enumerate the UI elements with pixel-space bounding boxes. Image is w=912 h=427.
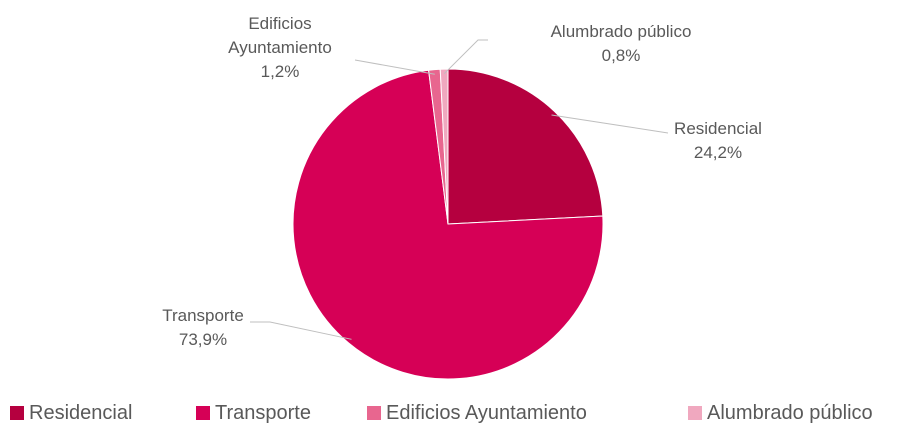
legend-label: Edificios Ayuntamiento [386,402,587,424]
leader-line [443,39,488,75]
leader-line [250,321,352,340]
legend-label: Transporte [215,402,311,424]
leader-line [551,114,669,134]
legend-item: Transporte [196,400,311,426]
legend-swatch [367,406,381,420]
pie-slice [439,68,449,225]
legend-item: Alumbrado público [688,400,873,426]
legend-item: Edificios Ayuntamiento [367,400,587,426]
data-label: Residencial 24,2% [648,117,788,165]
data-label: Edificios Ayuntamiento 1,2% [210,12,350,84]
pie-slice [292,69,604,380]
data-label-value: 73,9% [178,330,228,349]
legend-swatch [196,406,210,420]
data-label-value: 0,8% [601,46,641,65]
data-label-name: Edificios Ayuntamiento [228,14,332,57]
data-label-name: Transporte [162,306,244,325]
legend-label: Alumbrado público [707,402,873,424]
data-label-name: Alumbrado público [550,22,692,41]
legend-swatch [10,406,24,420]
legend-item: Residencial [10,400,132,426]
legend-swatch [688,406,702,420]
data-label: Alumbrado público 0,8% [521,20,721,68]
pie-slice [447,68,604,225]
legend-label: Residencial [29,402,133,424]
data-label-value: 24,2% [693,143,743,162]
leader-line [354,59,435,75]
data-label-name: Residencial [674,119,762,138]
data-label: Transporte 73,9% [133,304,273,352]
data-label-value: 1,2% [260,62,300,81]
